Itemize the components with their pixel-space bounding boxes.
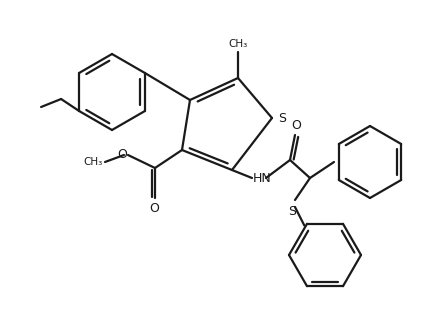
Text: CH₃: CH₃ [84, 157, 103, 167]
Text: S: S [278, 111, 286, 124]
Text: CH₃: CH₃ [228, 39, 248, 49]
Text: HN: HN [253, 172, 272, 185]
Text: O: O [291, 119, 301, 132]
Text: O: O [149, 202, 159, 215]
Text: S: S [288, 205, 296, 218]
Text: O: O [117, 149, 127, 162]
